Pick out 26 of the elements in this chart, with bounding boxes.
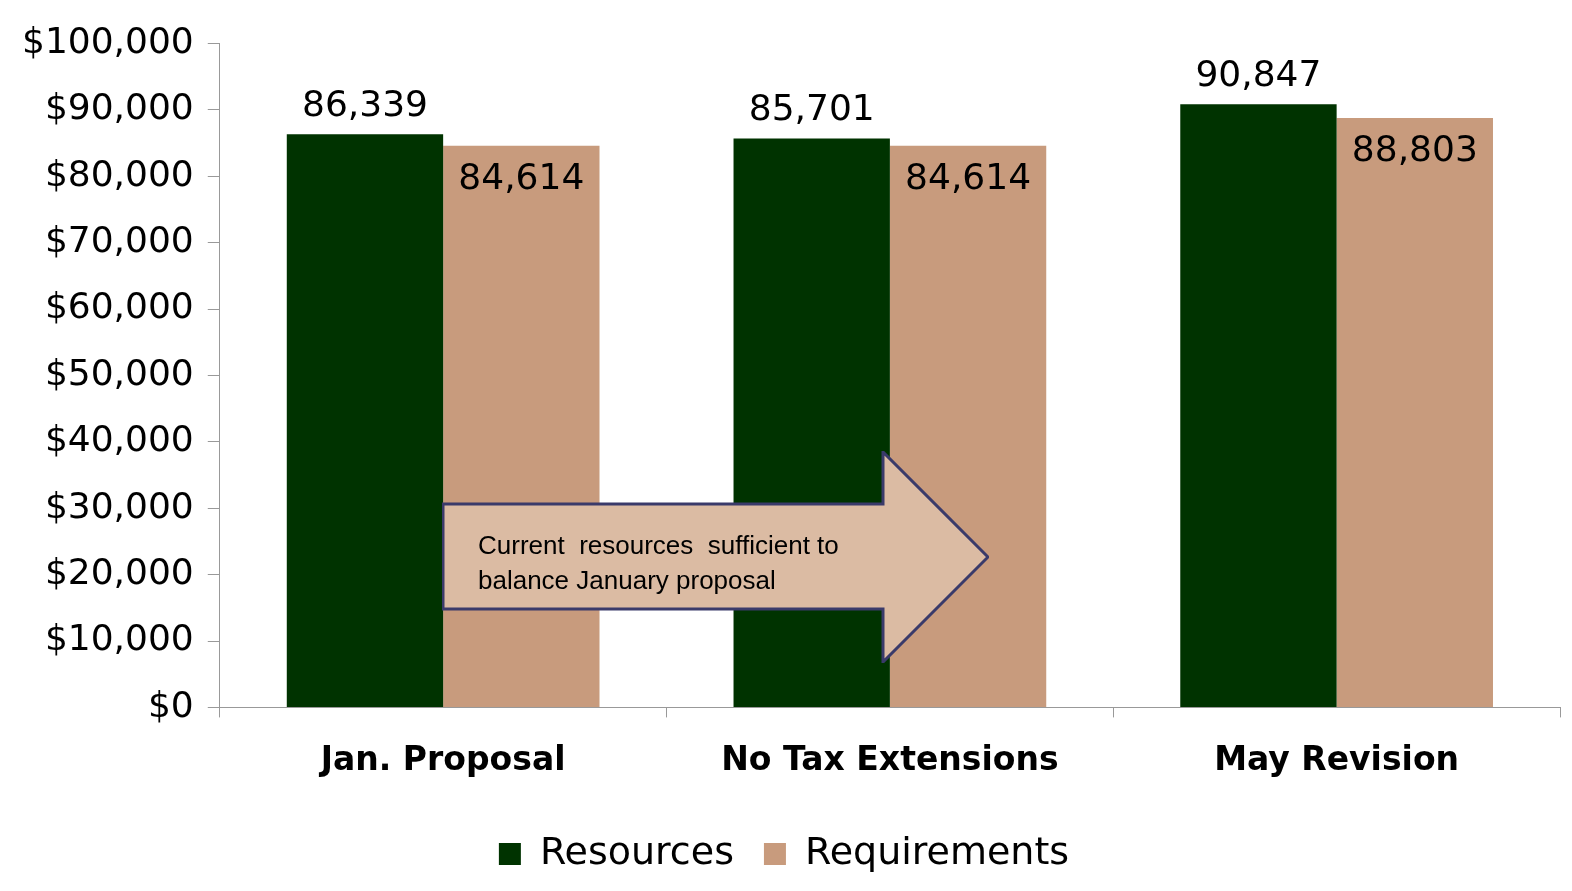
y-tick-label: $10,000 [44,617,194,659]
bar [286,134,444,707]
x-tick-label: May Revision [1214,738,1460,778]
data-label: 85,701 [748,86,875,128]
bar [1336,117,1493,707]
y-tick-label: $30,000 [44,484,194,526]
legend-label: Requirements [804,828,1070,873]
data-label: 84,614 [458,156,585,198]
y-tick-label: $100,000 [21,19,194,61]
data-label: 88,803 [1351,128,1478,170]
y-tick-label: $70,000 [44,219,194,261]
y-tick-label: $80,000 [44,152,194,194]
legend-label: Resources [539,828,734,873]
y-tick-label: $50,000 [44,351,194,393]
annotation: Current resources sufficient to balance January proposal [478,529,840,597]
bar [1180,104,1337,707]
data-label: 90,847 [1195,52,1322,94]
y-tick-label: $60,000 [44,285,194,327]
y-tick-label: $40,000 [44,418,194,460]
y-tick-label: $0 [147,683,194,725]
data-label: 86,339 [301,82,428,124]
data-label: 84,614 [905,156,1032,198]
x-tick-label: Jan. Proposal [318,738,566,778]
x-tick-label: No Tax Extensions [721,738,1059,778]
y-tick-label: $90,000 [44,86,194,128]
y-tick-label: $20,000 [44,551,194,592]
